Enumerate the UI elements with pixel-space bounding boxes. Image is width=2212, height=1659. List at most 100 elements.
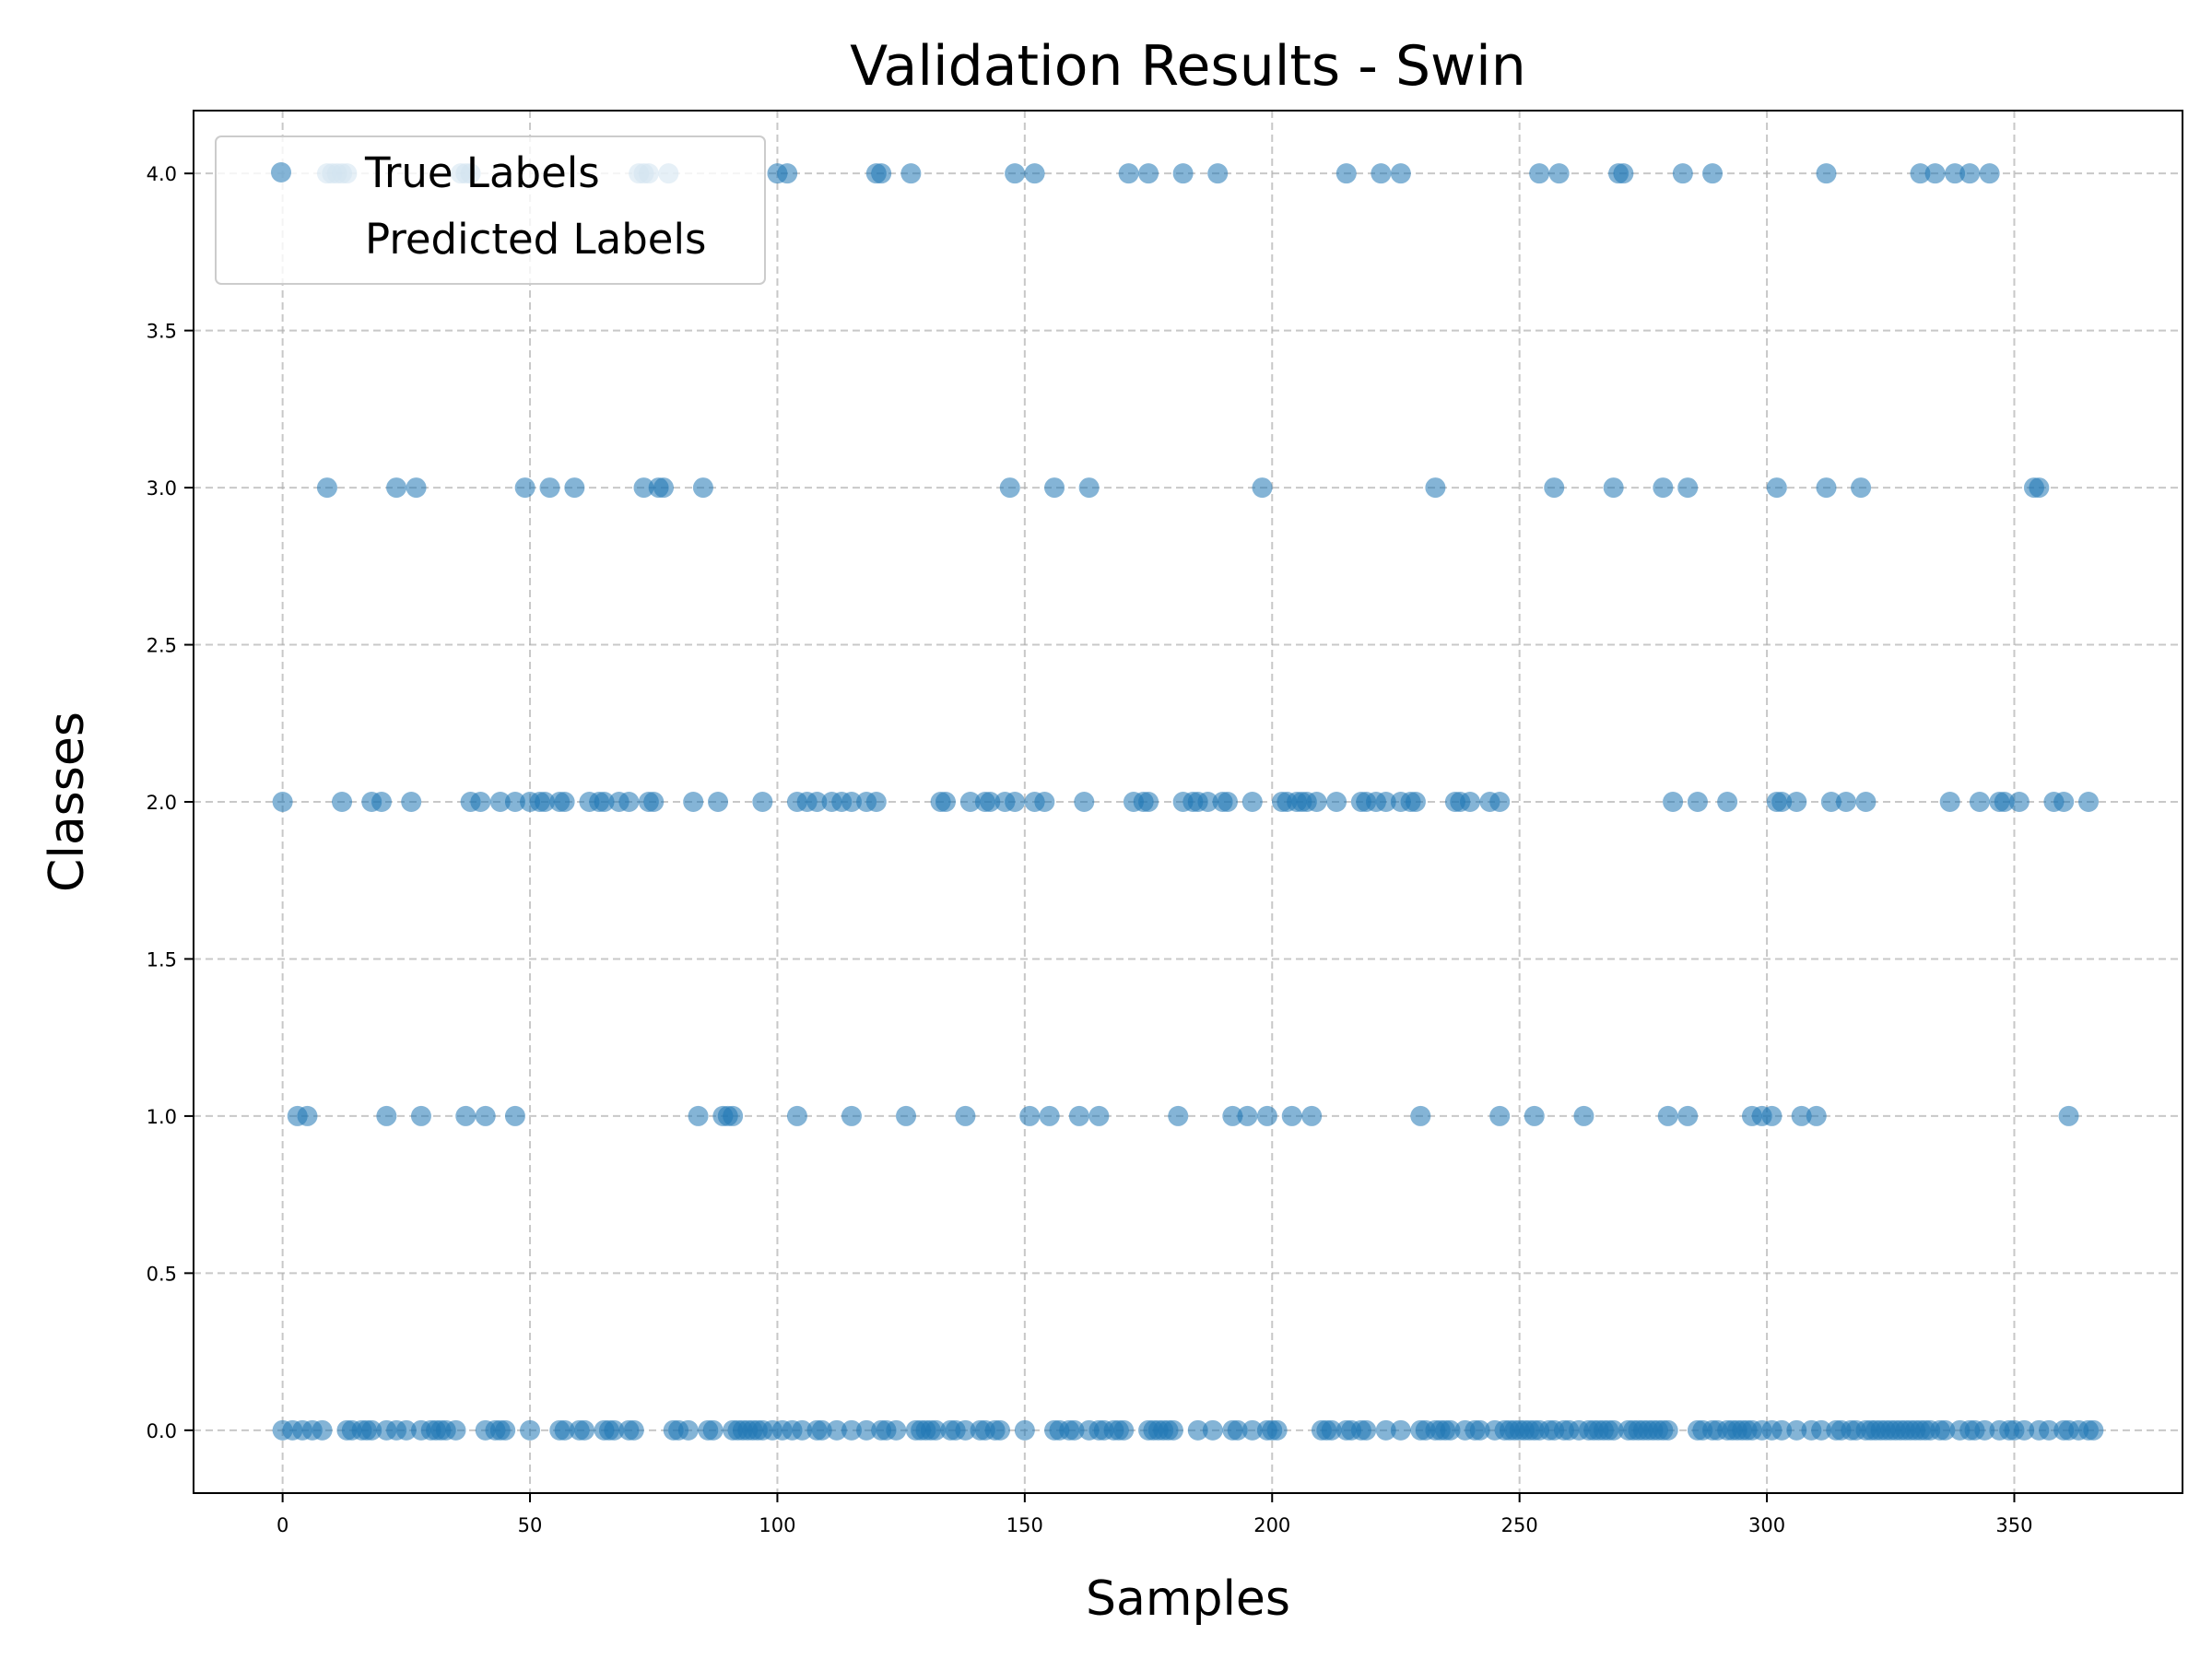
true-label-point [1469, 1419, 1490, 1441]
true-label-point [1835, 792, 1856, 812]
true-label-point [539, 477, 560, 499]
true-label-point [1603, 1419, 1624, 1441]
true-label-point [1687, 792, 1708, 812]
true-label-point [806, 792, 828, 812]
x-tick-label: 50 [518, 1514, 543, 1536]
true-label-point [2053, 792, 2075, 812]
true-label-point [723, 1105, 744, 1126]
true-label-point [1855, 792, 1877, 812]
true-label-point [1974, 1419, 1995, 1441]
true-label-point [1459, 792, 1480, 812]
true-label-point [1088, 1105, 1110, 1126]
true-label-point [1771, 1419, 1793, 1441]
true-label-point [554, 792, 575, 812]
true-label-point [395, 1419, 417, 1441]
true-label-point [618, 792, 640, 812]
legend-label-true-labels: True Labels [364, 148, 600, 197]
true-label-point [594, 792, 615, 812]
y-tick-label: 2.5 [147, 635, 177, 657]
true-label-point [1672, 163, 1693, 184]
true-label-point [925, 1419, 947, 1441]
true-label-point [455, 1105, 477, 1126]
y-tick-label: 1.5 [147, 948, 177, 971]
true-label-point [1969, 792, 1990, 812]
x-tick-label: 300 [1748, 1514, 1785, 1536]
x-tick-label: 350 [1995, 1514, 2032, 1536]
true-label-point [1375, 1419, 1396, 1441]
legend: True Labels Predicted Labels [215, 135, 766, 285]
true-label-point [1014, 1419, 1035, 1441]
true-label-point [623, 1419, 644, 1441]
true-label-point [752, 792, 773, 812]
legend-label-predicted-labels: Predicted Labels [365, 215, 706, 264]
true-label-point [1074, 792, 1095, 812]
true-label-point [1222, 1105, 1243, 1126]
true-label-point [1172, 163, 1194, 184]
true-label-point [1820, 792, 1841, 812]
true-label-point [999, 477, 1020, 499]
true-label-point [896, 1105, 917, 1126]
true-label-point [297, 1105, 318, 1126]
true-label-point [1162, 1419, 1183, 1441]
true-label-point [520, 1419, 541, 1441]
true-label-point [955, 1419, 976, 1441]
true-label-point [1657, 1105, 1678, 1126]
true-label-point [1168, 1105, 1189, 1126]
true-label-point [1019, 1105, 1041, 1126]
true-label-point [688, 1105, 709, 1126]
true-label-point [1811, 1419, 1832, 1441]
legend-marker-true-labels [271, 162, 291, 182]
true-label-point [653, 477, 674, 499]
true-label-point [1766, 477, 1787, 499]
true-label-point [1078, 477, 1100, 499]
true-label-point [489, 792, 511, 812]
true-label-point [2008, 792, 2030, 812]
true-label-point [886, 1419, 907, 1441]
true-label-point [514, 477, 535, 499]
chart-title: Validation Results - Swin [850, 34, 1526, 99]
x-axis-label: Samples [1086, 1571, 1290, 1627]
true-label-point [445, 1419, 466, 1441]
x-tick-label: 150 [1006, 1514, 1043, 1536]
true-label-point [1187, 1419, 1208, 1441]
true-label-point [1113, 1419, 1135, 1441]
true-label-point [1979, 163, 2000, 184]
x-tick-label: 0 [276, 1514, 288, 1536]
true-label-point [1005, 792, 1026, 812]
true-label-point [2078, 792, 2100, 812]
true-label-point [1356, 1419, 1377, 1441]
true-label-point [2014, 1419, 2035, 1441]
true-label-point [1202, 1419, 1223, 1441]
true-label-point [1227, 1419, 1248, 1441]
true-label-point [2029, 477, 2050, 499]
true-label-point [1064, 1419, 1085, 1441]
true-label-point [1138, 163, 1159, 184]
true-label-point [406, 477, 427, 499]
true-label-point [1118, 163, 1139, 184]
true-label-point [1301, 1105, 1323, 1126]
true-label-point [535, 792, 556, 812]
true-label-point [1548, 163, 1570, 184]
true-label-point [935, 792, 956, 812]
true-label-point [1959, 163, 1981, 184]
true-label-point [692, 477, 713, 499]
true-label-point [811, 1419, 832, 1441]
true-label-point [841, 792, 862, 812]
true-label-point [1935, 1419, 1956, 1441]
true-label-point [332, 792, 353, 812]
true-label-point [2039, 1419, 2060, 1441]
true-label-point [841, 1105, 862, 1126]
true-label-point [1197, 792, 1218, 812]
true-label-point [1068, 1105, 1089, 1126]
data-points [272, 163, 2104, 1441]
true-label-point [1653, 477, 1674, 499]
true-label-point [1702, 163, 1724, 184]
true-label-point [1924, 163, 1946, 184]
true-label-point [980, 792, 1001, 812]
true-label-point [1657, 1419, 1678, 1441]
legend-marker-predicted-labels [271, 229, 291, 249]
y-tick-label: 3.0 [147, 477, 177, 500]
true-label-point [1851, 477, 1872, 499]
true-label-point [504, 1105, 525, 1126]
true-label-point [786, 1105, 807, 1126]
